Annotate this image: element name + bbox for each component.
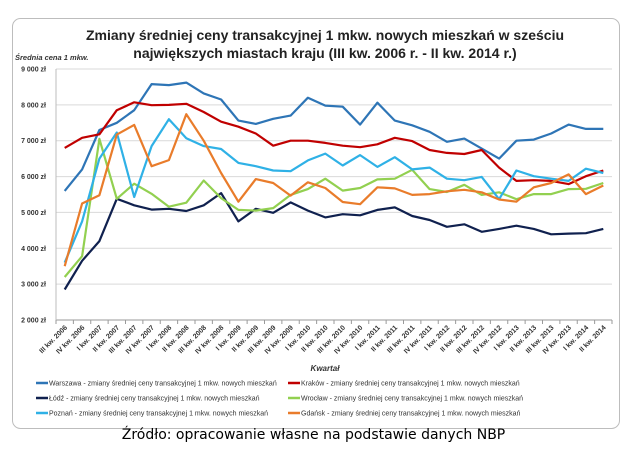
legend-label: Kraków - zmiany średniej ceny transakcyj… — [301, 381, 520, 388]
legend-label: Warszawa - zmiany średniej ceny transakc… — [49, 381, 277, 388]
legend-label: Gdańsk - zmiany średniej ceny transakcyj… — [301, 411, 521, 418]
series-line-1 — [64, 101, 604, 186]
y-tick-label: 7 000 zł — [21, 138, 46, 145]
chart-title-line2: największych miastach kraju (III kw. 200… — [133, 45, 516, 61]
chart-title-line1: Zmiany średniej ceny transakcyjnej 1 mkw… — [86, 27, 564, 43]
series-line-3 — [63, 137, 604, 278]
y-tick-label: 9 000 zł — [21, 67, 46, 74]
y-tick-label: 4 000 zł — [21, 246, 46, 253]
series-line-2 — [63, 192, 604, 291]
legend-label: Poznań - zmiany średniej ceny transakcyj… — [49, 411, 268, 418]
y-tick-label: 2 000 zł — [21, 318, 46, 325]
series-line-4 — [63, 118, 604, 264]
source-caption: Źródło: opracowanie własne na podstawie … — [121, 427, 506, 443]
y-tick-label: 8 000 zł — [21, 102, 46, 109]
y-tick-label: 6 000 zł — [21, 174, 46, 181]
series-line-0 — [63, 81, 604, 192]
y-axis-label: Średnia cena 1 mkw. — [15, 53, 89, 62]
y-tick-label: 5 000 zł — [21, 210, 46, 217]
chart-frame — [12, 18, 620, 429]
series-line-5 — [63, 113, 604, 267]
x-axis-label: Kwartał — [311, 364, 341, 373]
legend-label: Wrocław - zmiany średniej ceny transakcy… — [301, 396, 523, 403]
y-tick-label: 3 000 zł — [21, 282, 46, 289]
legend-label: Łódź - zmiany średniej ceny transakcyjne… — [49, 396, 260, 403]
